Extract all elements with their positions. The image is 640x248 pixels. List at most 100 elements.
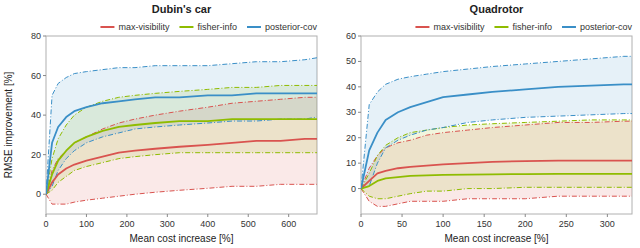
legend-label: fisher-info (197, 22, 237, 32)
x-tick-label: 300 (600, 219, 615, 229)
legend: max-visibility fisher-info posterior-cov (100, 22, 317, 32)
legend: max-visibility fisher-info posterior-cov (415, 22, 632, 32)
y-tick-label: 60 (31, 71, 41, 81)
y-tick-label: 80 (31, 31, 41, 41)
x-tick-label: 100 (79, 219, 94, 229)
legend-swatch (415, 26, 429, 28)
bound-line (361, 120, 632, 189)
figure: 0100200300400500600020406080Dubin's carM… (0, 0, 640, 248)
y-tick (358, 163, 361, 164)
bound-line (361, 189, 632, 207)
y-tick-label: 40 (31, 110, 41, 120)
bound-line (361, 56, 632, 188)
y-tick-label: 60 (346, 31, 356, 41)
y-tick (358, 86, 361, 87)
bound-line (46, 117, 317, 194)
x-tick-label: 0 (43, 219, 48, 229)
x-tick (402, 214, 403, 217)
y-tick (358, 112, 361, 113)
legend-item: max-visibility (415, 22, 485, 32)
panel: 0501001502002503000102030405060Quadrotor… (346, 3, 633, 244)
x-tick (207, 214, 208, 217)
chart-title: Quadrotor (470, 3, 524, 15)
panel: 0100200300400500600020406080Dubin's carM… (3, 3, 317, 244)
bound-line (361, 121, 632, 188)
y-tick (358, 137, 361, 138)
bound-line (46, 153, 317, 195)
y-tick-label: 30 (346, 107, 356, 117)
x-tick-label: 400 (200, 219, 215, 229)
x-tick-label: 100 (436, 219, 451, 229)
x-tick-label: 500 (241, 219, 256, 229)
x-tick (167, 214, 168, 217)
x-tick (86, 214, 87, 217)
legend-item: max-visibility (100, 22, 170, 32)
bound-line (46, 97, 317, 194)
legend-label: max-visibility (118, 22, 170, 32)
y-tick-label: 0 (36, 189, 41, 199)
bound-line (46, 58, 317, 194)
mean-line (361, 84, 632, 188)
band (46, 58, 317, 194)
y-tick (43, 75, 46, 76)
y-axis-label: RMSE improvement [%] (3, 71, 14, 178)
x-tick-label: 0 (358, 219, 363, 229)
legend-swatch (179, 26, 193, 28)
plot-area (46, 58, 317, 204)
bound-line (361, 114, 632, 189)
plot-area (361, 56, 632, 206)
y-tick (43, 154, 46, 155)
mean-line (46, 119, 317, 194)
legend-swatch (100, 26, 114, 28)
legend-item: posterior-cov (247, 22, 318, 32)
x-axis-label: Mean cost increase [%] (445, 233, 549, 244)
mean-line (361, 161, 632, 189)
x-tick-label: 200 (119, 219, 134, 229)
x-tick-label: 250 (559, 219, 574, 229)
x-tick (484, 214, 485, 217)
y-tick-label: 10 (346, 158, 356, 168)
y-tick (358, 36, 361, 37)
y-tick-label: 20 (346, 133, 356, 143)
x-tick (46, 214, 47, 217)
x-tick (248, 214, 249, 217)
x-tick (525, 214, 526, 217)
y-tick-label: 50 (346, 56, 356, 66)
x-tick-label: 200 (518, 219, 533, 229)
y-tick (358, 188, 361, 189)
x-tick (607, 214, 608, 217)
legend-swatch (494, 26, 508, 28)
legend-label: posterior-cov (580, 22, 633, 32)
y-tick-label: 20 (31, 150, 41, 160)
legend-swatch (562, 26, 576, 28)
plot-frame (361, 36, 632, 214)
x-tick-label: 150 (477, 219, 492, 229)
plot-frame (46, 36, 317, 214)
y-tick (43, 194, 46, 195)
mean-line (361, 174, 632, 189)
legend-label: max-visibility (433, 22, 485, 32)
y-tick (43, 115, 46, 116)
bound-line (361, 187, 632, 198)
legend-label: posterior-cov (265, 22, 318, 32)
y-tick (358, 61, 361, 62)
mean-line (46, 93, 317, 194)
x-tick (126, 214, 127, 217)
x-axis-label: Mean cost increase [%] (130, 233, 234, 244)
bound-line (46, 85, 317, 194)
x-tick (361, 214, 362, 217)
legend-item: posterior-cov (562, 22, 633, 32)
x-tick (443, 214, 444, 217)
mean-line (46, 139, 317, 194)
band (361, 56, 632, 188)
x-tick-label: 300 (160, 219, 175, 229)
legend-item: fisher-info (179, 22, 237, 32)
chart-title: Dubin's car (152, 3, 212, 15)
y-tick-label: 0 (351, 184, 356, 194)
x-tick (288, 214, 289, 217)
y-tick-label: 40 (346, 82, 356, 92)
bound-line (46, 184, 317, 204)
legend-swatch (247, 26, 261, 28)
x-tick (566, 214, 567, 217)
legend-item: fisher-info (494, 22, 552, 32)
